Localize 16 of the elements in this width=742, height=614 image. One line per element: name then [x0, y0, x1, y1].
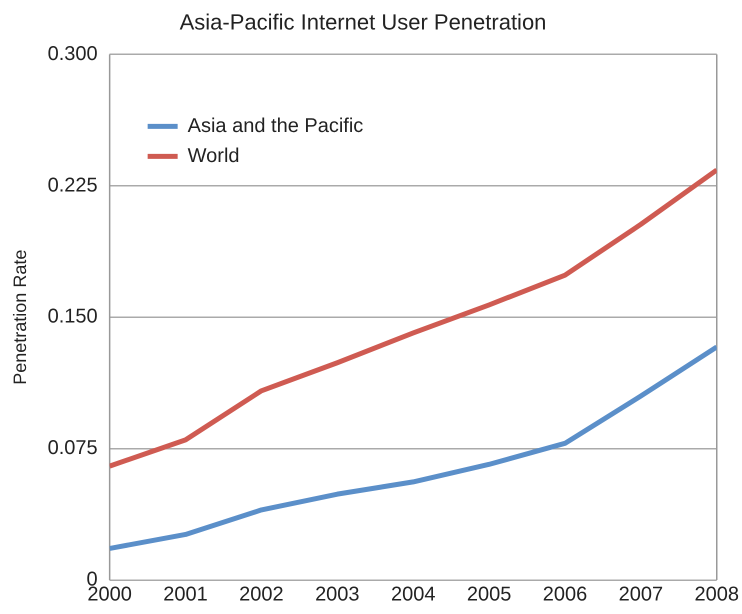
y-tick-label: 0.150 [48, 306, 98, 328]
x-tick-label: 2004 [390, 584, 436, 606]
chart-title: Asia-Pacific Internet User Penetration [180, 9, 546, 34]
y-tick-label: 0.075 [48, 437, 98, 460]
x-tick-label: 2002 [239, 584, 284, 606]
legend-label: World [188, 144, 240, 167]
x-tick-label: 2008 [694, 584, 740, 606]
x-tick-label: 2005 [466, 584, 512, 606]
x-tick-label: 2001 [163, 584, 208, 606]
legend-label: Asia and the Pacific [188, 114, 364, 137]
x-tick-label: 2003 [315, 584, 360, 606]
x-tick-label: 2006 [542, 584, 588, 606]
y-tick-label: 0.225 [48, 174, 98, 196]
y-axis-title: Penetration Rate [10, 250, 30, 385]
x-tick-label: 2007 [618, 584, 664, 606]
y-tick-label: 0.300 [48, 42, 98, 65]
